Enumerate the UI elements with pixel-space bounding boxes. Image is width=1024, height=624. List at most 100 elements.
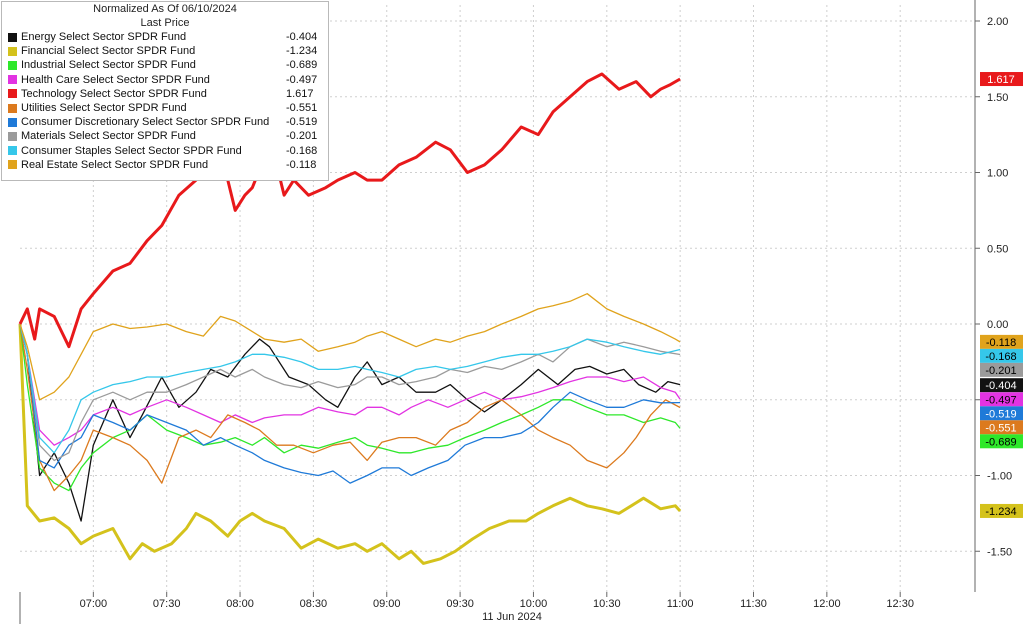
x-tick-label: 07:30 — [153, 598, 181, 610]
y-axis: 2.001.501.000.500.00-0.50-1.00-1.50 — [975, 16, 1012, 558]
legend-series-value: -0.118 — [286, 158, 317, 171]
legend-item: Consumer Staples Select Sector SPDR Fund… — [2, 144, 328, 158]
end-label-value: -0.519 — [985, 408, 1016, 420]
end-label-value: 1.617 — [987, 74, 1015, 86]
legend-swatch — [8, 46, 17, 56]
legend-item: Energy Select Sector SPDR Fund -0.404 — [2, 30, 328, 44]
legend-series-name: Financial Select Sector SPDR Fund — [21, 45, 196, 58]
end-label-box — [980, 434, 1023, 449]
legend-swatch — [8, 160, 17, 170]
end-label-box — [980, 503, 1023, 518]
series-line-financial — [18, 323, 682, 565]
end-label-box — [980, 378, 1023, 393]
legend-item: Real Estate Select Sector SPDR Fund -0.11… — [2, 158, 328, 172]
chart-grid — [19, 0, 976, 624]
x-tick-label: 10:30 — [593, 598, 621, 610]
series-line-industrial — [19, 323, 681, 492]
series-line-technology — [18, 72, 681, 349]
y-tick-label: 2.00 — [987, 16, 1008, 28]
series-line-energy — [19, 323, 681, 522]
legend-swatch — [8, 131, 17, 141]
end-label-box — [980, 348, 1023, 363]
x-tick-label: 09:30 — [446, 598, 474, 610]
legend-swatch — [8, 103, 17, 113]
x-tick-label: 12:00 — [813, 598, 841, 610]
y-tick-label: 1.50 — [987, 92, 1008, 104]
x-tick-label: 11:00 — [667, 598, 694, 610]
legend-item: Consumer Discretionary Select Sector SPD… — [2, 115, 328, 129]
x-tick-label: 10:00 — [520, 598, 548, 610]
legend-series-value: -0.551 — [286, 102, 318, 115]
series-layer — [18, 72, 682, 565]
legend-series-value: 1.617 — [286, 87, 314, 100]
legend-series-name: Real Estate Select Sector SPDR Fund — [21, 158, 209, 171]
series-line-utilities — [19, 323, 681, 492]
legend-subtitle: Last Price — [140, 17, 190, 29]
x-tick-label: 11:30 — [740, 598, 767, 610]
legend-item: Industrial Select Sector SPDR Fund -0.689 — [2, 58, 328, 72]
end-label-value: -0.551 — [985, 422, 1016, 434]
legend-swatch — [8, 146, 17, 156]
series-line-consumer — [19, 323, 681, 454]
series-line-real — [19, 293, 681, 401]
legend-series-name: Consumer Discretionary Select Sector SPD… — [21, 116, 270, 129]
x-tick-label: 08:30 — [300, 598, 328, 610]
legend-series-value: -0.168 — [286, 144, 318, 157]
legend-series-value: -0.497 — [286, 73, 318, 86]
end-label-value: -0.497 — [985, 394, 1016, 406]
legend-series-name: Consumer Staples Select Sector SPDR Fund — [21, 144, 242, 157]
end-label-value: -1.234 — [985, 506, 1016, 518]
legend-series-value: -0.519 — [286, 116, 318, 129]
legend-series-name: Materials Select Sector SPDR Fund — [21, 130, 196, 143]
end-label-box — [980, 72, 1023, 87]
end-label-box — [980, 420, 1023, 435]
end-label-value: -0.689 — [985, 436, 1016, 448]
end-label-value: -0.168 — [985, 351, 1016, 363]
legend-item: Technology Select Sector SPDR Fund 1.617 — [2, 87, 328, 101]
legend-swatch — [8, 117, 17, 127]
legend-rows: Energy Select Sector SPDR Fund -0.404 Fina… — [2, 30, 328, 172]
x-axis: 07:00 07:30 08:00 08:30 09:00 09:30 10:00 10:30… — [80, 592, 914, 610]
y-tick-label: 0.00 — [987, 319, 1008, 331]
legend-series-name: Industrial Select Sector SPDR Fund — [21, 59, 196, 72]
y-tick-label: -1.50 — [987, 546, 1012, 558]
legend-swatch — [8, 75, 17, 85]
series-line-materials — [19, 323, 681, 462]
x-tick-label: 12:30 — [886, 598, 914, 610]
y-tick-label: -1.00 — [987, 471, 1012, 483]
series-line-consumer — [19, 323, 681, 484]
end-label-box — [980, 406, 1023, 421]
series-line-health — [19, 323, 681, 446]
legend-series-value: -0.404 — [286, 31, 318, 44]
end-label-box — [980, 392, 1023, 407]
legend-series-value: -0.201 — [286, 130, 318, 143]
end-label-value: -0.201 — [985, 365, 1016, 377]
legend-item: Materials Select Sector SPDR Fund -0.201 — [2, 129, 328, 143]
end-label-value: -0.404 — [985, 380, 1016, 392]
legend-series-value: -0.689 — [286, 59, 318, 72]
legend-swatch — [8, 89, 17, 99]
end-value-labels: 1.617 -0.118 -0.168 -0.201 -0.404 -0.497 -0.51… — [980, 72, 1023, 518]
legend-series-value: -1.234 — [286, 45, 318, 58]
legend-series-name: Technology Select Sector SPDR Fund — [21, 87, 207, 100]
x-tick-label: 09:00 — [373, 598, 401, 610]
x-tick-label: 08:00 — [226, 598, 254, 610]
y-tick-label: 0.50 — [987, 243, 1008, 255]
legend-item: Health Care Select Sector SPDR Fund -0.49… — [2, 73, 328, 87]
legend-title: Normalized As Of 06/10/2024 — [93, 3, 237, 15]
x-tick-label: 07:00 — [80, 598, 108, 610]
legend-item: Financial Select Sector SPDR Fund -1.234 — [2, 44, 328, 58]
end-label-box — [980, 334, 1023, 349]
end-label-value: -0.118 — [986, 337, 1016, 349]
y-tick-label: 1.00 — [987, 168, 1008, 180]
legend-series-name: Health Care Select Sector SPDR Fund — [21, 73, 210, 86]
legend-series-name: Utilities Select Sector SPDR Fund — [21, 102, 187, 115]
legend: Normalized As Of 06/10/2024 Last Price E… — [1, 1, 329, 181]
legend-item: Utilities Select Sector SPDR Fund -0.551 — [2, 101, 328, 115]
end-label-box — [980, 362, 1023, 377]
x-axis-date-label: 11 Jun 2024 — [482, 611, 542, 623]
legend-series-name: Energy Select Sector SPDR Fund — [21, 31, 187, 44]
legend-swatch — [8, 32, 17, 42]
legend-swatch — [8, 60, 17, 70]
